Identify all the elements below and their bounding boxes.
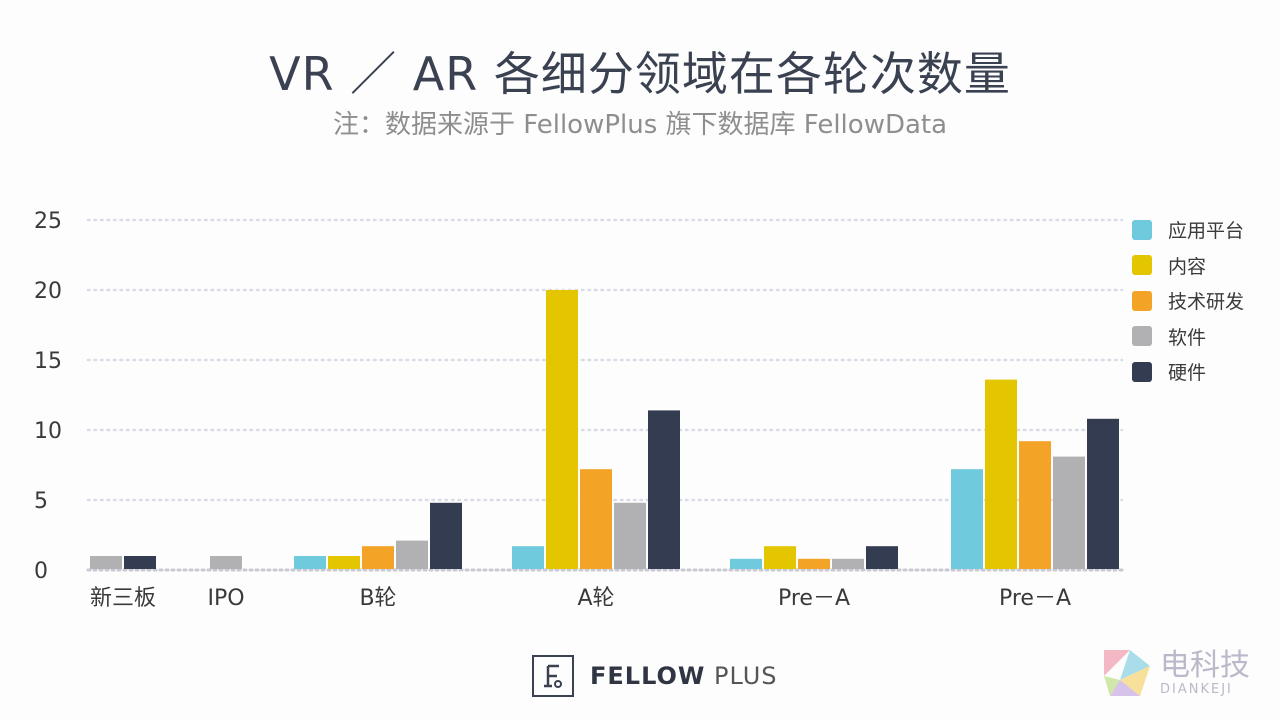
legend-item: 应用平台 <box>1132 212 1244 248</box>
bar <box>866 546 898 569</box>
y-tick-label: 5 <box>34 489 48 514</box>
legend-label: 应用平台 <box>1168 220 1245 243</box>
watermark-cn: 电科技 <box>1160 647 1250 683</box>
legend-swatch <box>1132 361 1152 382</box>
legend-swatch <box>1132 219 1152 240</box>
legend-item: 内容 <box>1132 248 1244 284</box>
legend-item: 技术研发 <box>1132 283 1244 319</box>
bar-chart: 0 5 10 15 20 25 新三板 IPO B轮 A轮 Pre－A Pre－A <box>34 209 1124 611</box>
logo-light-text: PLUS <box>714 662 778 690</box>
bar <box>764 546 796 569</box>
y-tick-label: 15 <box>34 349 62 374</box>
bar <box>1019 441 1051 569</box>
legend-item: 软件 <box>1132 319 1244 355</box>
bar <box>1087 418 1119 569</box>
x-tick-label: Pre－A <box>778 586 850 611</box>
y-tick-label: 25 <box>34 209 62 234</box>
legend-swatch <box>1132 255 1152 276</box>
diankeji-watermark: 电科技 DIANKEJI <box>1100 646 1250 700</box>
bar <box>985 379 1017 569</box>
fellowplus-logo-icon <box>532 655 574 697</box>
legend-swatch <box>1132 290 1152 311</box>
bar <box>294 556 326 569</box>
legend-label: 软件 <box>1168 326 1207 349</box>
legend-swatch <box>1132 326 1152 347</box>
legend: 应用平台内容技术研发软件硬件 <box>1132 212 1244 390</box>
bar <box>546 290 578 569</box>
y-tick-label: 20 <box>34 279 62 304</box>
x-tick-label: IPO <box>207 586 244 611</box>
legend-label: 内容 <box>1168 255 1207 278</box>
bar <box>1053 456 1085 569</box>
legend-item: 硬件 <box>1132 354 1244 390</box>
chart-title: VR ／ AR 各细分领域在各轮次数量 <box>269 47 1011 101</box>
legend-label: 技术研发 <box>1168 291 1245 314</box>
y-tick-label: 10 <box>34 419 62 444</box>
bar <box>614 502 646 569</box>
bar <box>362 546 394 569</box>
x-tick-label: B轮 <box>359 586 396 611</box>
bar <box>210 556 242 569</box>
watermark-en: DIANKEJI <box>1160 681 1233 697</box>
bar <box>648 410 680 569</box>
bar <box>328 556 360 569</box>
bar <box>396 540 428 569</box>
bar <box>124 556 156 569</box>
fellowplus-logo: FELLOW PLUS <box>532 655 778 697</box>
logo-bold-text: FELLOW <box>590 662 706 690</box>
bar <box>90 556 122 569</box>
fellowplus-logo-text: FELLOW PLUS <box>590 662 778 690</box>
bar <box>832 558 864 569</box>
x-tick-label: A轮 <box>577 586 614 611</box>
bar <box>580 469 612 569</box>
x-tick-label: Pre－A <box>999 586 1071 611</box>
y-tick-label: 0 <box>34 559 48 584</box>
chart-subtitle: 注：数据来源于 FellowPlus 旗下数据库 FellowData <box>332 110 948 140</box>
legend-label: 硬件 <box>1168 362 1207 385</box>
diankeji-logo-icon <box>1104 650 1150 696</box>
bar <box>730 558 762 569</box>
bar <box>430 502 462 569</box>
bar <box>512 546 544 569</box>
bar <box>798 558 830 569</box>
bar <box>951 469 983 569</box>
x-tick-label: 新三板 <box>90 586 156 611</box>
